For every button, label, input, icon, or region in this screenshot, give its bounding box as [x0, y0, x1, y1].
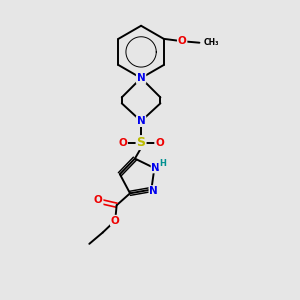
Text: O: O: [118, 138, 127, 148]
Text: N: N: [149, 186, 158, 196]
Text: O: O: [94, 195, 103, 206]
Text: N: N: [137, 116, 146, 126]
Text: CH₃: CH₃: [204, 38, 219, 47]
Text: O: O: [111, 216, 119, 226]
Text: O: O: [178, 36, 187, 46]
Text: O: O: [155, 138, 164, 148]
Text: N: N: [137, 73, 146, 83]
Text: S: S: [136, 136, 146, 149]
Text: H: H: [159, 159, 166, 168]
Text: N: N: [152, 163, 160, 172]
